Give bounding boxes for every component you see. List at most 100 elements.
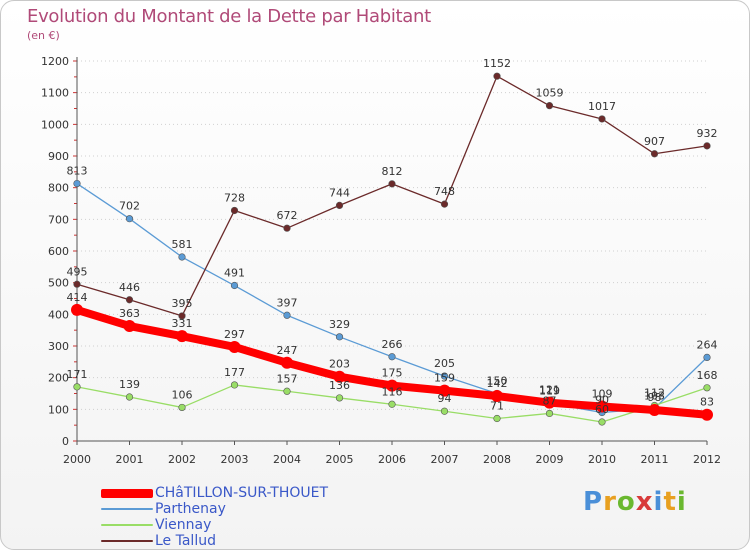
data-label: 414 — [67, 291, 88, 304]
data-point — [650, 150, 659, 158]
chart-subtitle: (en €) — [27, 29, 60, 42]
data-label: 112 — [644, 387, 665, 400]
data-label: 363 — [119, 307, 140, 320]
logo-letter: r — [603, 487, 617, 517]
data-label: 491 — [224, 267, 245, 280]
logo-letter: i — [653, 487, 664, 517]
data-label: 748 — [434, 185, 455, 198]
data-label: 159 — [434, 372, 455, 385]
data-label: 728 — [224, 191, 245, 204]
data-point — [228, 340, 241, 353]
data-point — [230, 206, 239, 215]
data-point — [543, 396, 556, 409]
data-point — [335, 394, 344, 402]
y-tick-label: 700 — [48, 213, 69, 226]
data-point — [440, 407, 449, 415]
data-label: 672 — [277, 209, 298, 222]
data-label: 142 — [487, 377, 508, 390]
data-point — [703, 353, 711, 362]
data-label: 60 — [595, 403, 609, 416]
data-point — [440, 372, 449, 380]
data-point — [178, 253, 186, 261]
data-label: 175 — [382, 367, 403, 380]
data-point — [230, 381, 239, 389]
data-label: 329 — [329, 318, 350, 331]
x-tick-label: 2010 — [588, 453, 616, 466]
data-point — [493, 72, 501, 80]
y-tick-label: 400 — [48, 308, 69, 321]
data-point — [71, 303, 83, 316]
logo-letter: t — [663, 487, 677, 517]
data-label: 907 — [644, 135, 665, 148]
data-label: 103 — [644, 389, 665, 402]
y-tick-label: 300 — [48, 340, 69, 353]
data-point — [493, 414, 501, 423]
proxiti-logo: Proxiti — [583, 487, 687, 517]
data-label: 702 — [119, 200, 140, 213]
data-label: 98 — [648, 391, 662, 404]
legend-swatch — [101, 540, 153, 542]
data-point — [648, 403, 661, 416]
data-point — [283, 387, 291, 395]
data-point — [73, 280, 81, 288]
y-tick-label: 900 — [48, 150, 69, 163]
data-label: 1152 — [483, 57, 511, 70]
data-point — [701, 408, 713, 421]
x-tick-label: 2008 — [483, 453, 511, 466]
legend-label: Le Tallud — [155, 533, 216, 549]
data-point — [438, 384, 451, 397]
data-label: 116 — [382, 385, 403, 398]
data-label: 1059 — [536, 87, 564, 100]
y-tick-label: 1000 — [41, 118, 69, 131]
data-label: 171 — [67, 368, 88, 381]
y-tick-label: 100 — [48, 403, 69, 416]
data-point — [545, 102, 554, 110]
x-tick-label: 2005 — [326, 453, 354, 466]
data-point — [388, 353, 396, 361]
x-tick-label: 2006 — [378, 453, 406, 466]
data-label: 150 — [487, 375, 508, 388]
data-label: 812 — [382, 165, 403, 178]
data-label: 205 — [434, 357, 455, 370]
y-tick-labels: 0 100 200 300 400 500 600 700 800 900 1000 1100 1200 — [41, 55, 69, 448]
data-point — [176, 330, 188, 343]
y-tick-label: 600 — [48, 245, 69, 258]
x-tick-label: 2009 — [536, 453, 564, 466]
data-label: 119 — [539, 384, 560, 397]
x-tick-label: 2002 — [168, 453, 196, 466]
x-tick-label: 2004 — [273, 453, 301, 466]
y-tick-label: 0 — [62, 435, 69, 448]
data-label: 397 — [277, 296, 298, 309]
data-point — [703, 384, 711, 392]
data-point — [491, 390, 503, 403]
data-point — [73, 383, 81, 391]
data-point — [386, 379, 398, 392]
x-tick-label: 2012 — [693, 453, 721, 466]
y-tick-label: 500 — [48, 277, 69, 290]
data-point — [125, 215, 134, 223]
x-tick-label: 2011 — [641, 453, 669, 466]
data-label: 932 — [697, 127, 718, 140]
logo-letter: i — [676, 487, 687, 517]
series-lines — [71, 72, 713, 426]
x-tick-label: 2000 — [63, 453, 91, 466]
data-point — [283, 224, 291, 232]
data-label: 121 — [539, 384, 560, 397]
data-label: 177 — [224, 366, 245, 379]
data-point — [703, 142, 711, 150]
data-point — [281, 356, 293, 369]
data-label: 581 — [172, 238, 193, 251]
data-point — [545, 409, 554, 418]
data-label: 106 — [172, 388, 193, 401]
legend-swatch — [101, 508, 153, 510]
legend-swatch — [101, 489, 153, 498]
data-point — [333, 370, 346, 383]
legend-swatch — [101, 524, 153, 526]
x-tick-label: 2001 — [116, 453, 144, 466]
axes — [73, 57, 708, 445]
data-labels: 414 363 331 297 247 203 175 159 142 121 109 98 83 813… — [67, 57, 718, 416]
data-point — [440, 200, 449, 208]
data-label: 446 — [119, 281, 140, 294]
